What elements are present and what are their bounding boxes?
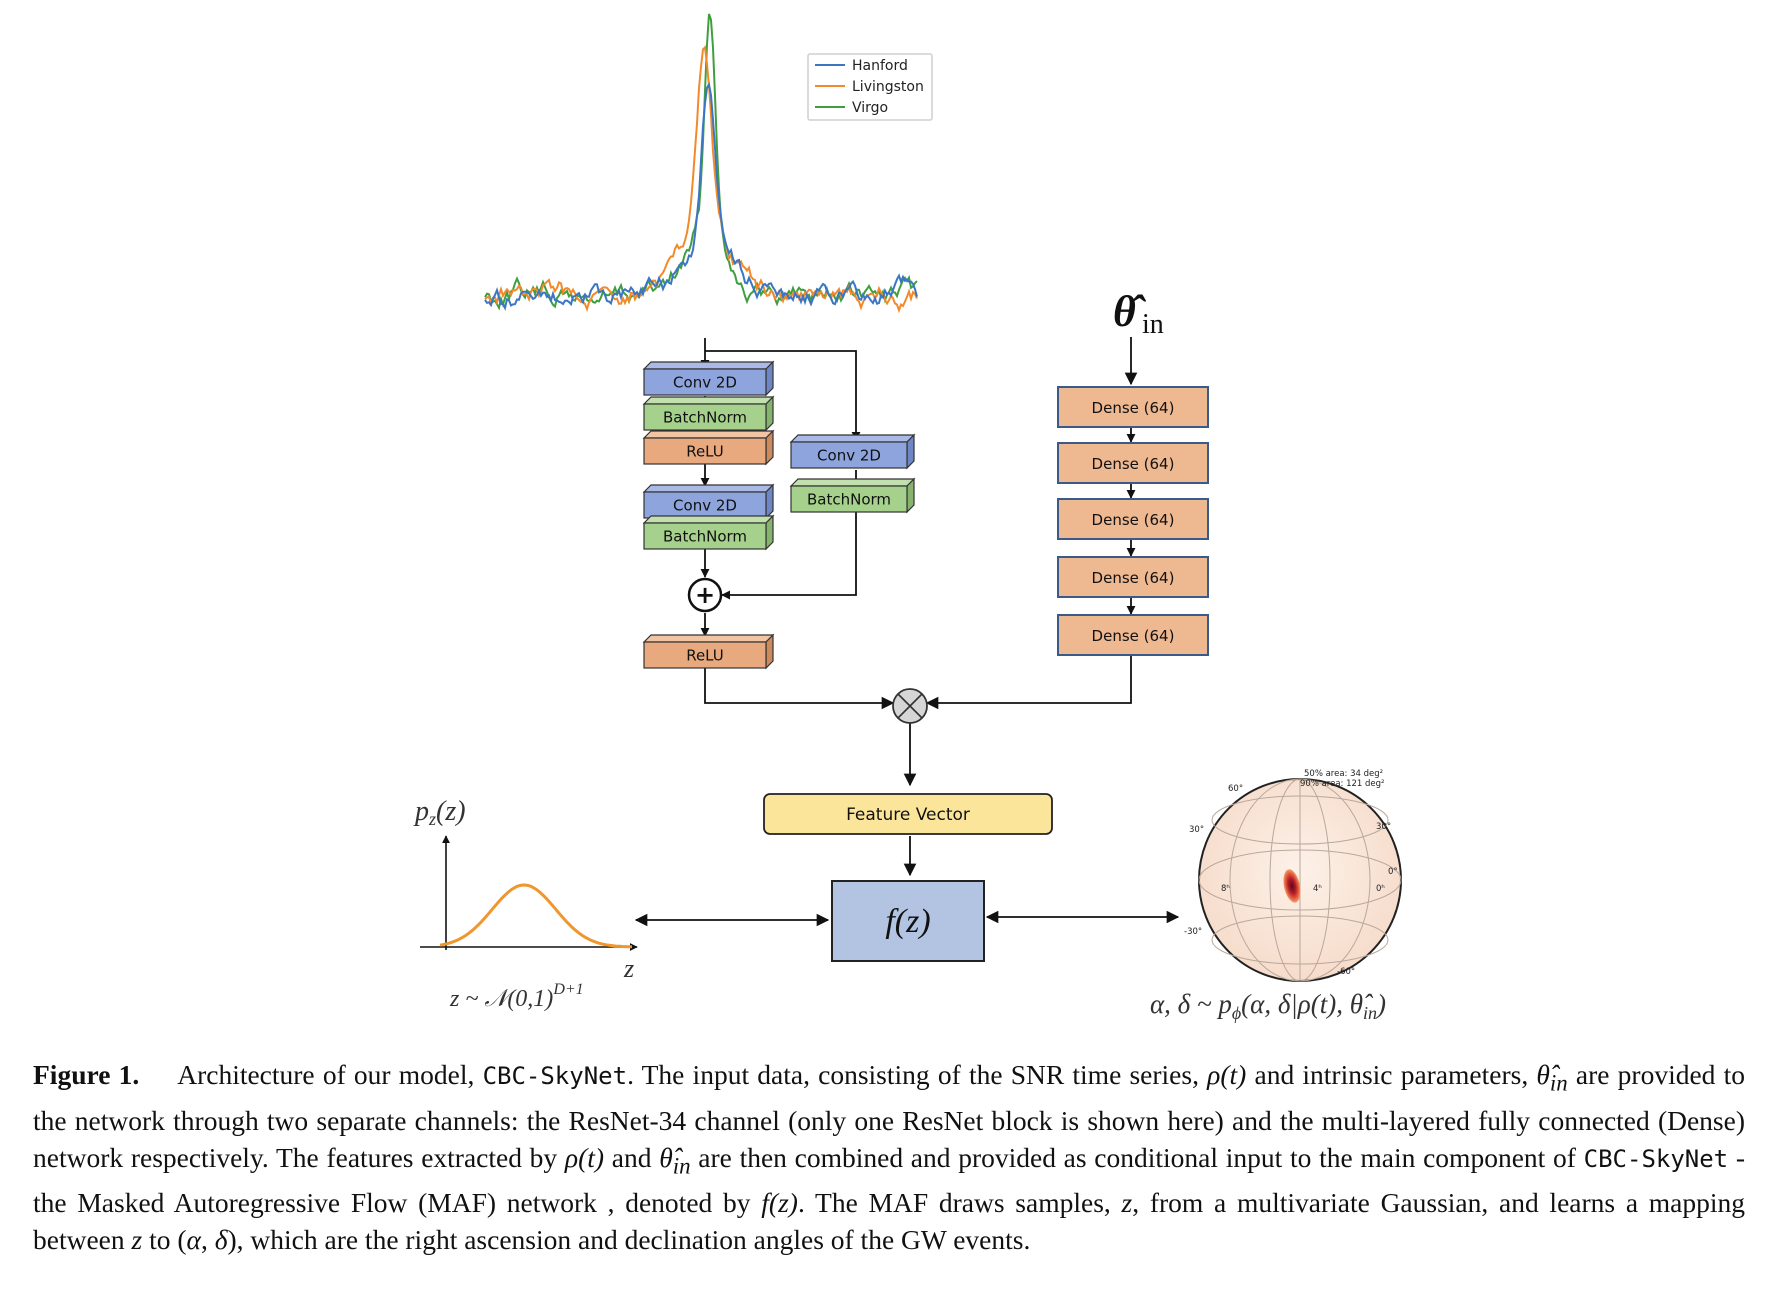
resnet-connectors [634, 337, 1180, 927]
resnet-main-block-3-label: Conv 2D [673, 497, 737, 515]
resnet-skip-block-1: BatchNorm [789, 477, 916, 514]
detector-legend: Hanford Livingston Virgo [807, 53, 933, 121]
caption-text-1: Architecture of our model, [177, 1059, 475, 1090]
dense-network: Dense (64) Dense (64) Dense (64) Dense (64)… [1057, 386, 1209, 656]
sky-tick-0: 0° [1388, 867, 1398, 877]
resnet-output-block: ReLU [642, 633, 775, 670]
caption-z-1: z [1121, 1187, 1133, 1218]
resnet-main-block-0: Conv 2D [642, 360, 775, 397]
caption-text-12: ), which are the right ascension and dec… [227, 1224, 1031, 1255]
caption-text-9: , from a multivariate Gaussian, and lear… [33, 1187, 1746, 1255]
legend-label-livingston: Livingston [852, 79, 924, 95]
resnet-main-block-2: ReLU [642, 429, 775, 466]
legend-label-hanford: Hanford [852, 58, 908, 74]
caption-text-5: and [611, 1141, 652, 1173]
caption-alpha: α [186, 1224, 201, 1255]
livingston-snr-line [484, 45, 918, 314]
posterior-label: α, δ ~ pϕ(α, δ|ρ(t), θ̂in) [1150, 989, 1386, 1023]
dense-block-label-2: Dense (64) [1092, 511, 1175, 529]
sky-tick-30-left: 30° [1189, 825, 1204, 835]
figure-caption: Figure 1. Architecture of our model, CBC-… [33, 1056, 1745, 1258]
sky-tick-60: 60° [1228, 784, 1243, 794]
theta-subscript: in [1142, 309, 1164, 340]
resnet-out-block-label: ReLU [686, 647, 724, 665]
dense-block-label-0: Dense (64) [1092, 399, 1175, 417]
caption-text-2: . The input data, consisting of the SNR … [627, 1059, 1199, 1090]
gaussian-prior-plot: pz(z) z z ~ 𝒩(0,1)D+1 [413, 796, 638, 1012]
resnet-main-block-4: BatchNorm [642, 514, 775, 551]
z-distribution-label: z ~ 𝒩(0,1)D+1 [449, 981, 584, 1012]
multiply-node [892, 688, 928, 724]
resnet-skip-block-0-label: Conv 2D [817, 447, 881, 465]
resnet-main-block-2-label: ReLU [686, 443, 724, 461]
caption-theta-sub-2: in [672, 1153, 691, 1178]
legend-label-virgo: Virgo [852, 100, 888, 116]
resnet-skip-block-1-label: BatchNorm [807, 491, 891, 509]
dense-block-label-4: Dense (64) [1092, 627, 1175, 645]
sky-tick-30-right: 30° [1376, 822, 1391, 832]
z-axis-label: z [623, 954, 634, 983]
caption-rho-1: ρ(t) [1207, 1059, 1247, 1090]
resnet-skip-branch: Conv 2D BatchNorm [789, 433, 916, 514]
caption-text-4: are provided to the network through two … [33, 1059, 1746, 1173]
feature-vector-label: Feature Vector [846, 805, 970, 825]
dense-block-3: Dense (64) [1057, 556, 1209, 598]
caption-fz: f(z) [761, 1187, 798, 1218]
add-symbol: + [695, 581, 715, 609]
caption-text-8: . The MAF draws samples, [797, 1187, 1111, 1218]
sky-tick-minus60: -60° [1337, 967, 1355, 977]
resnet-main-block-1-label: BatchNorm [663, 409, 747, 427]
resnet-out-block: ReLU [642, 633, 775, 670]
feature-vector-block: Feature Vector [763, 793, 1053, 835]
snr-time-series-plot [484, 13, 918, 314]
caption-text-3: and intrinsic parameters, [1254, 1059, 1529, 1090]
dense-block-0: Dense (64) [1057, 386, 1209, 428]
caption-z-2: z [131, 1224, 143, 1255]
caption-text-10: to ( [149, 1224, 187, 1255]
add-node: + [687, 577, 723, 613]
sky-map: 50% area: 34 deg² 90% area: 121 deg² 60°… [1150, 769, 1402, 1023]
caption-theta-sub-1: in [1549, 1070, 1568, 1096]
resnet-main-block-4-label: BatchNorm [663, 528, 747, 546]
posterior-blob [1283, 869, 1301, 903]
caption-delta: δ [214, 1224, 228, 1255]
sky-area-50: 50% area: 34 deg² [1304, 769, 1383, 779]
sky-tick-minus30: -30° [1184, 927, 1202, 937]
caption-theta-1: θ̂ [1536, 1059, 1550, 1090]
caption-text-7: - the Masked Autoregressive Flow (MAF) n… [33, 1141, 1746, 1219]
sky-tick-4h: 4ʰ [1313, 884, 1322, 894]
dense-block-1: Dense (64) [1057, 442, 1209, 484]
resnet-main-block-3: Conv 2D [642, 483, 775, 520]
caption-rho-2: ρ(t) [564, 1141, 605, 1173]
caption-theta-2: θ̂ [659, 1141, 673, 1173]
caption-text-11: , [200, 1224, 208, 1255]
gaussian-curve [439, 883, 632, 949]
pz-label: pz(z) [413, 796, 466, 829]
maf-flow-block: f(z) [831, 880, 985, 962]
sky-area-90: 90% area: 121 deg² [1300, 779, 1384, 789]
theta-in-label: θ̂ in [1113, 287, 1164, 340]
architecture-figure: Hanford Livingston Virgo θ̂ in Conv [413, 13, 1402, 1023]
dense-block-2: Dense (64) [1057, 498, 1209, 540]
sky-tick-8h: 8ʰ [1221, 884, 1230, 894]
resnet-main-block-0-label: Conv 2D [673, 374, 737, 392]
resnet-main-branch: Conv 2D BatchNorm ReLU Conv 2D BatchNorm [642, 360, 775, 551]
sky-grid [1198, 778, 1402, 982]
sky-tick-0h: 0ʰ [1376, 884, 1385, 894]
caption-text-6: are then combined and provided as condit… [698, 1141, 1576, 1173]
resnet-main-block-1: BatchNorm [642, 395, 775, 432]
dense-block-4: Dense (64) [1057, 614, 1209, 656]
flow-label: f(z) [885, 903, 930, 940]
resnet-skip-block-0: Conv 2D [789, 433, 916, 470]
caption-label: Figure 1. [33, 1059, 140, 1090]
caption-code-2: CBC-SkyNet [1583, 1144, 1729, 1173]
dense-block-label-3: Dense (64) [1092, 569, 1175, 587]
dense-block-label-1: Dense (64) [1092, 455, 1175, 473]
hanford-snr-line [484, 81, 918, 311]
caption-code-1: CBC-SkyNet [482, 1062, 628, 1090]
